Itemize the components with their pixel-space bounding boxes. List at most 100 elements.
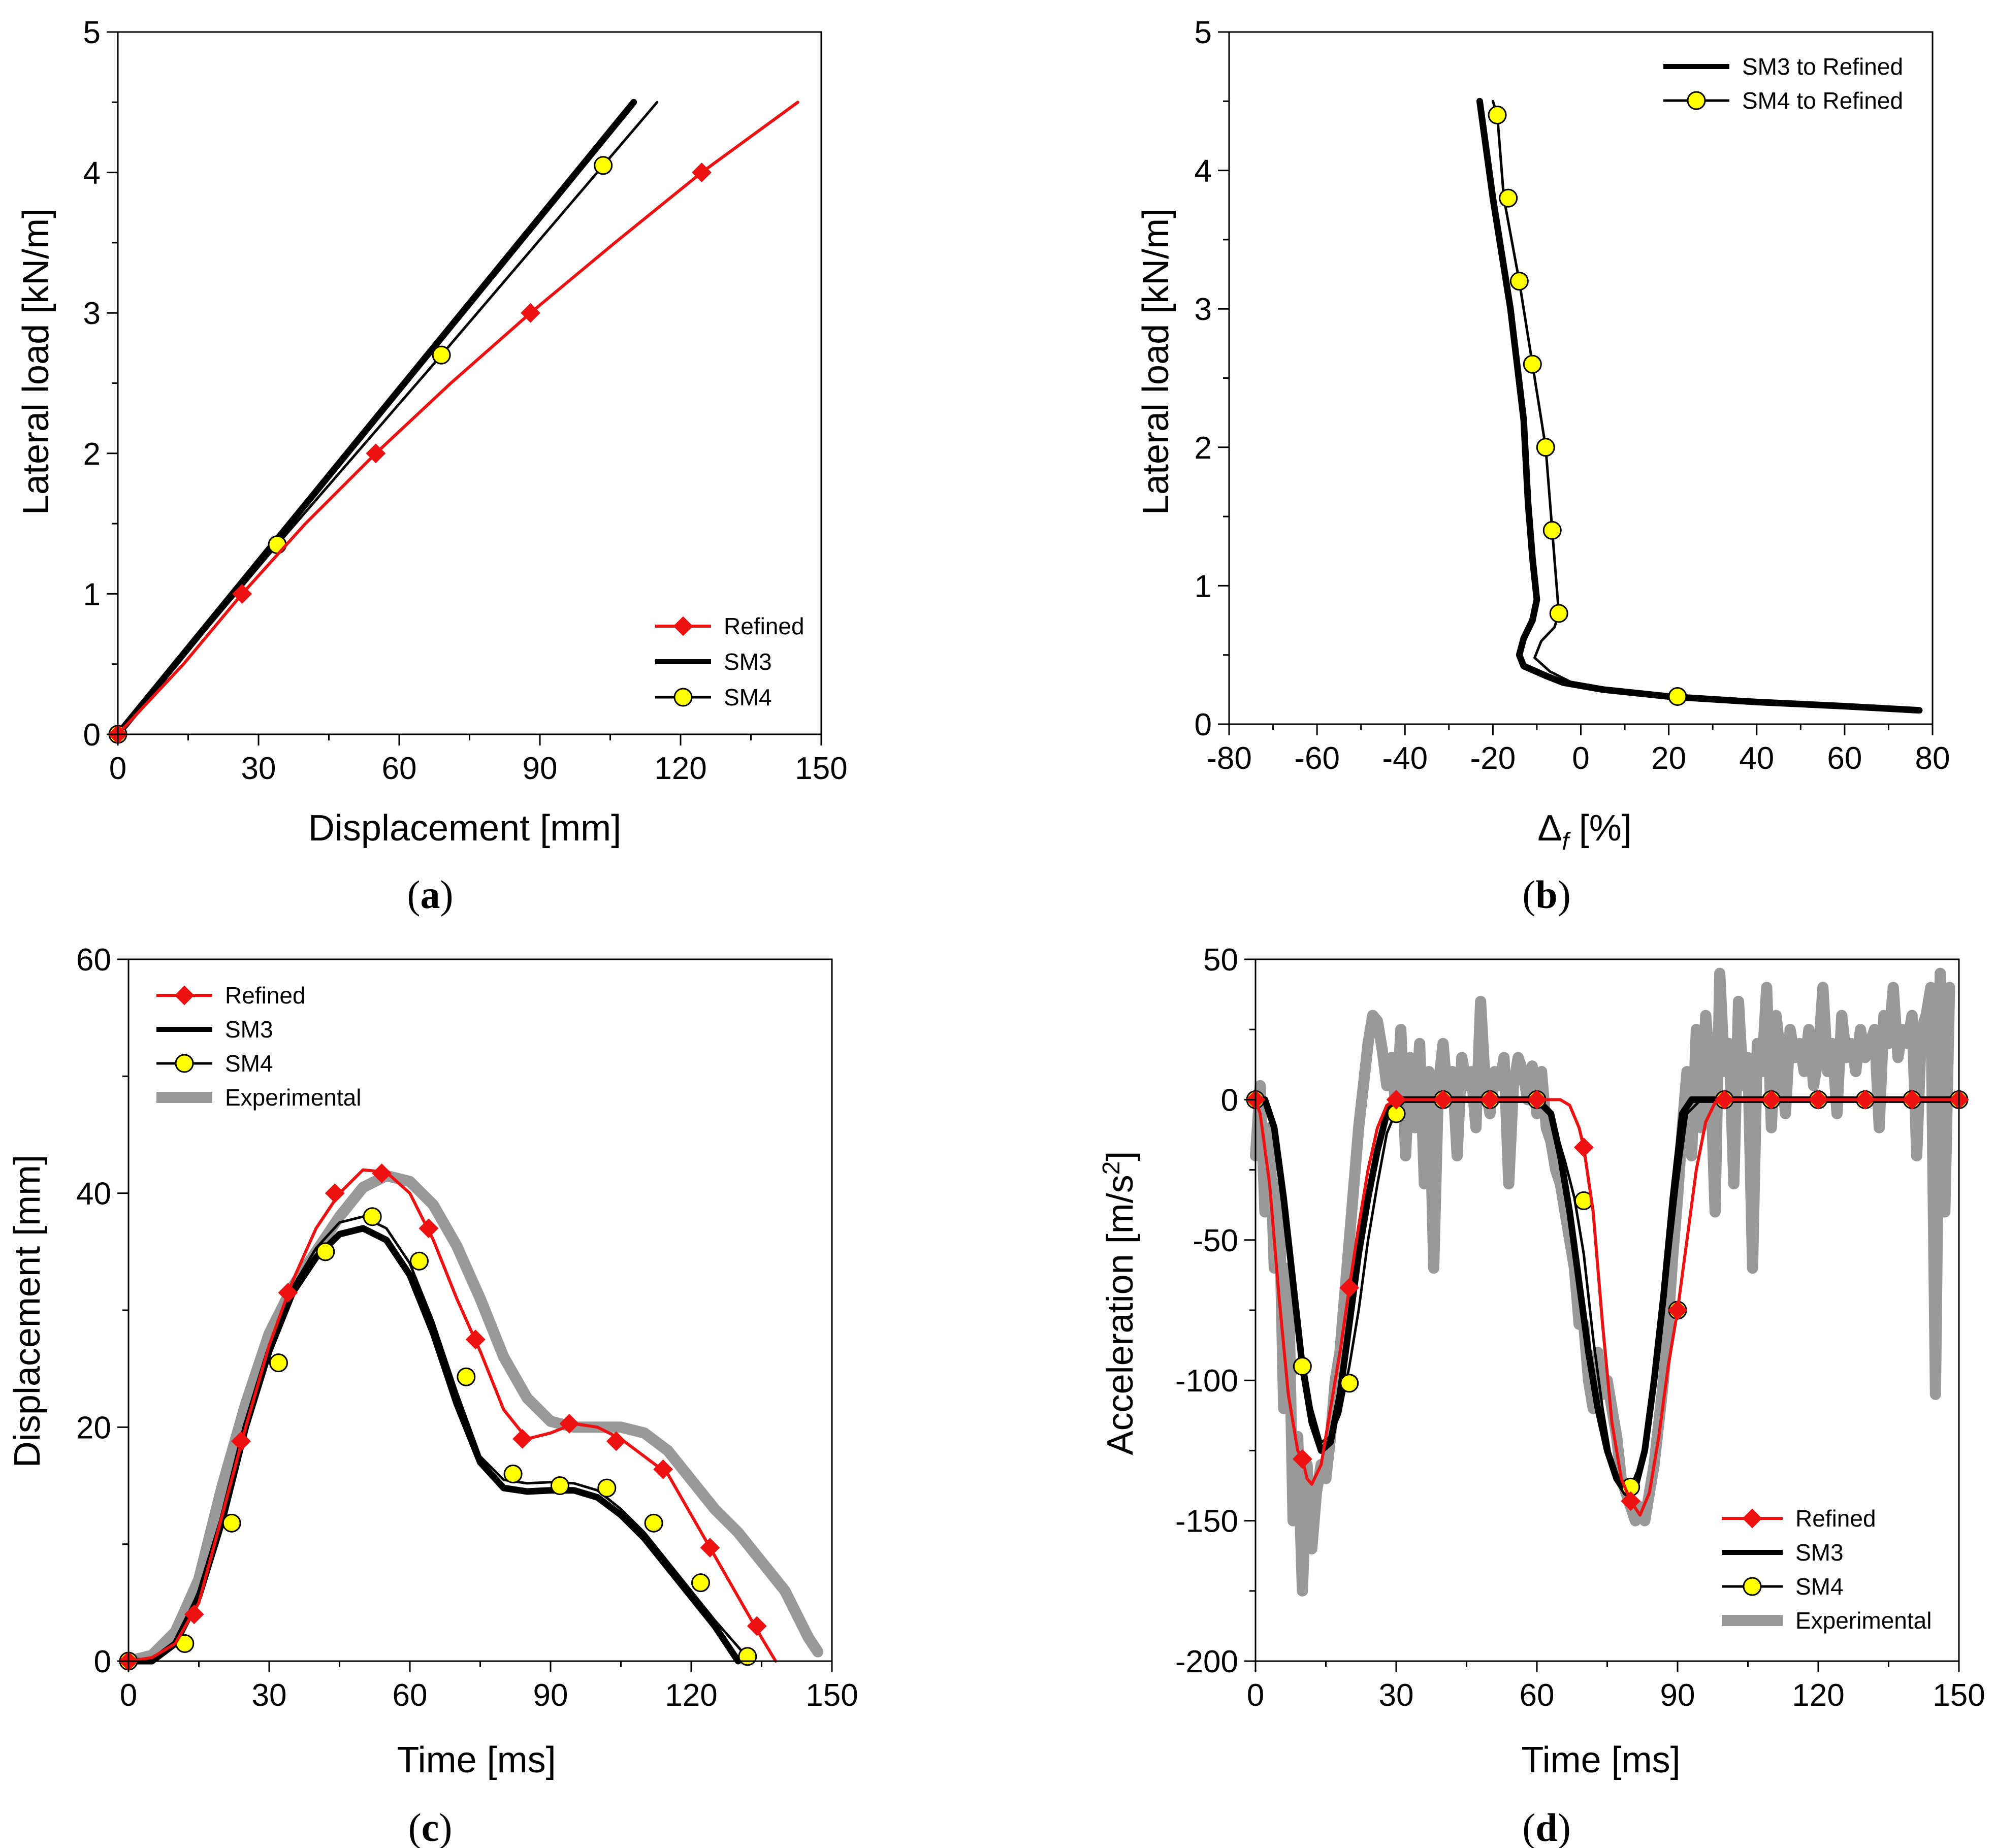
chart-a-refined-markers-point-1	[232, 583, 252, 604]
chart-c-sm4-markers-point-9	[550, 1476, 569, 1495]
chart-c-sm4-markers-point-2	[222, 1513, 241, 1533]
chart-a: 0 30 60 90 120 150 0 1 2 3 4 5 Displacement [mm] La…	[16, 15, 848, 917]
chart-c-refined-markers-point-12	[700, 1538, 720, 1558]
chart-c-refined-markers	[118, 1163, 767, 1671]
caption-c: (c)	[408, 1805, 453, 1848]
chart-a-refined-markers-point-4	[692, 163, 712, 183]
chart-b-ytick-label-2: 2	[1195, 431, 1212, 466]
chart-c-xtick-label-2: 60	[393, 1678, 428, 1713]
chart-a-refined-markers-point-3	[521, 303, 540, 323]
chart-c-experimental-line	[123, 1170, 824, 1667]
chart-d-refined-markers-point-10	[1714, 1089, 1734, 1110]
chart-c-ytick-label-0: 0	[94, 1644, 111, 1679]
chart-a-sm3-line	[114, 99, 637, 738]
chart-d-xtick-label-4: 120	[1792, 1678, 1844, 1713]
chart-b-ylabel: Lateral load [kN/m]	[1136, 208, 1176, 515]
chart-a-xtick-label-1: 30	[241, 751, 276, 786]
chart-d-xtick-label-1: 30	[1379, 1678, 1414, 1713]
chart-c-refined-markers-point-3	[278, 1283, 298, 1303]
chart-a-legend-sm4-marker	[673, 688, 693, 707]
chart-c-xtick-label-4: 120	[665, 1678, 717, 1713]
chart-b-sm4-markers-point-2	[1509, 272, 1529, 291]
chart-c-refined-markers-point-11	[653, 1459, 673, 1479]
chart-d-refined-markers-point-14	[1902, 1089, 1922, 1110]
chart-d-axes: 0 30 60 90 120 150 -200 -150 -100 -50 0 50	[1175, 943, 1985, 1713]
chart-b-plot	[1476, 98, 1923, 714]
chart-a-refined-line	[116, 101, 799, 736]
chart-c-xtick-label-0: 0	[120, 1678, 137, 1713]
chart-c-plot	[118, 1163, 824, 1671]
chart-b-sm4-markers-point-1	[1499, 188, 1518, 208]
chart-a-frame	[117, 31, 822, 735]
chart-a-ylabel: Lateral load [kN/m]	[16, 208, 56, 515]
chart-a-legend-refined-label: Refined	[724, 613, 805, 639]
chart-b-sm4-markers-point-3	[1523, 354, 1542, 374]
chart-d-refined-markers-point-13	[1855, 1089, 1875, 1110]
chart-d-ytick-label-5: 50	[1203, 943, 1238, 978]
chart-a-axes: 0 30 60 90 120 150 0 1 2 3 4 5	[83, 15, 848, 786]
chart-b-sm4-markers-point-0	[1488, 106, 1507, 125]
chart-b-sm4-markers-point-7	[1668, 687, 1687, 706]
chart-b-legend: SM3 to Refined SM4 to Refined	[1663, 53, 1903, 114]
chart-c-sm4-markers-point-13	[738, 1647, 757, 1666]
chart-c-legend-experimental-label: Experimental	[225, 1084, 361, 1111]
chart-a-xtick-label-2: 60	[382, 751, 417, 786]
chart-c-sm4-markers-point-10	[597, 1478, 617, 1498]
chart-b-ytick-label-4: 4	[1195, 154, 1212, 189]
chart-a-legend-sm4-label: SM4	[724, 684, 772, 710]
chart-d-sm4-markers-point-1	[1293, 1357, 1312, 1376]
chart-c-xtick-label-5: 150	[806, 1678, 858, 1713]
chart-d-refined-markers	[1245, 1089, 1969, 1511]
chart-a-xtick-label-5: 150	[795, 751, 847, 786]
chart-b-xtick-label-5: 20	[1651, 741, 1686, 776]
chart-c-sm4-markers	[119, 1207, 757, 1671]
chart-a-sm4-markers-point-3	[594, 156, 613, 175]
chart-c-ytick-label-1: 20	[76, 1410, 111, 1445]
chart-d-sm4-markers-point-2	[1340, 1374, 1359, 1393]
chart-c-sm4-markers-point-12	[691, 1573, 710, 1593]
chart-c-legend-sm3-label: SM3	[225, 1016, 273, 1043]
caption-a: (a)	[407, 872, 454, 917]
chart-b-xtick-label-1: -60	[1294, 741, 1340, 776]
chart-a-ytick-label-4: 4	[83, 156, 101, 191]
chart-b-ytick-label-5: 5	[1195, 15, 1212, 50]
chart-a-ytick-label-1: 1	[83, 577, 101, 612]
chart-a-xtick-label-0: 0	[109, 751, 126, 786]
chart-d-refined-markers-point-12	[1808, 1089, 1828, 1110]
chart-d-ytick-label-0: -200	[1175, 1644, 1238, 1679]
chart-d-refined-markers-point-9	[1667, 1300, 1688, 1320]
chart-b-xlabel: Δf [%]	[1537, 808, 1631, 855]
chart-b-ytick-label-1: 1	[1195, 569, 1212, 604]
chart-d: 0 30 60 90 120 150 -200 -150 -100 -50 0 50 Time [ms…	[1098, 943, 1985, 1848]
chart-c-xtick-label-3: 90	[533, 1678, 568, 1713]
chart-a-refined-markers-point-2	[366, 443, 386, 464]
chart-c-axes: 0 30 60 90 120 150 0 20 40 60	[76, 943, 858, 1713]
chart-d-ytick-label-3: -50	[1193, 1223, 1238, 1258]
chart-b-sm4-markers-point-5	[1542, 521, 1562, 540]
chart-d-xtick-label-5: 150	[1933, 1678, 1985, 1713]
chart-d-plot	[1245, 967, 1969, 1597]
chart-c-refined-markers-point-10	[606, 1431, 626, 1451]
chart-d-ytick-label-2: -100	[1175, 1364, 1238, 1399]
chart-c-sm4-markers-point-8	[503, 1464, 523, 1483]
chart-b: -80 -60 -40 -20 0 20 40 60 80 0 1 2 3 4 5 Δf [%] Later…	[1136, 15, 1950, 917]
chart-a-series	[108, 99, 799, 744]
chart-c-sm4-markers-point-4	[316, 1242, 335, 1261]
chart-b-ytick-label-3: 3	[1195, 292, 1212, 327]
chart-c-refined-markers-point-13	[747, 1616, 767, 1636]
chart-d-xtick-label-0: 0	[1247, 1678, 1264, 1713]
chart-d-legend-experimental-label: Experimental	[1795, 1607, 1932, 1634]
chart-b-sm4-markers-point-6	[1549, 604, 1568, 623]
chart-d-ytick-label-1: -150	[1175, 1504, 1238, 1539]
chart-a-plot	[108, 99, 799, 744]
chart-d-refined-markers-point-2	[1339, 1278, 1360, 1298]
chart-c-ytick-label-3: 60	[76, 943, 111, 978]
caption-d: (d)	[1522, 1805, 1570, 1848]
chart-a-ytick-label-5: 5	[83, 15, 101, 50]
chart-b-axes: -80 -60 -40 -20 0 20 40 60 80 0 1 2 3 4 5	[1195, 15, 1950, 776]
chart-b-sm4-markers-point-4	[1536, 438, 1555, 457]
chart-c-refined-markers-point-2	[231, 1431, 251, 1451]
chart-c-ylabel: Displacement [mm]	[7, 1155, 48, 1468]
chart-c-legend-refined-label: Refined	[225, 982, 306, 1009]
